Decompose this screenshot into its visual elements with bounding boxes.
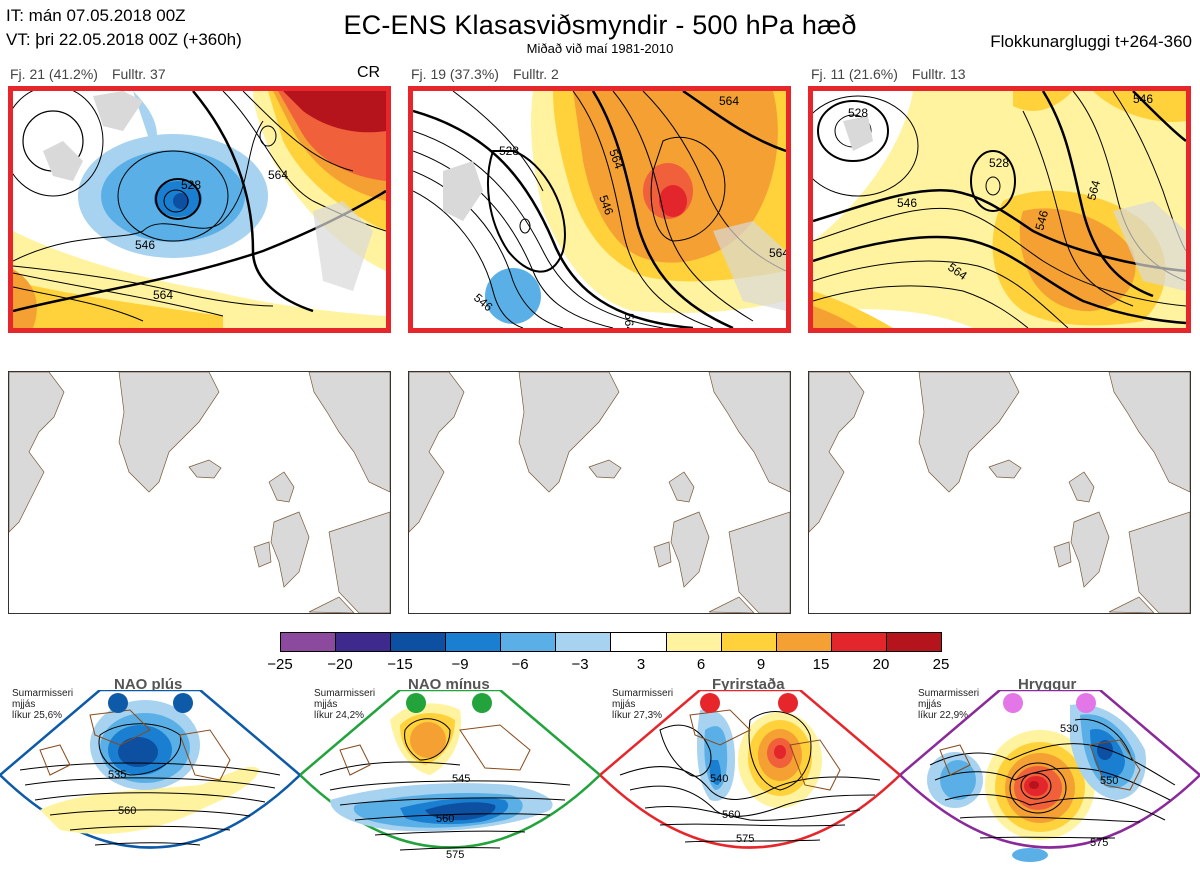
cluster-2-contour-label: 564 [719, 94, 739, 108]
init-time-header: IT: mán 07.05.2018 00Z VT: þri 22.05.201… [6, 4, 242, 52]
nao-plus-regime-map: 535 560 [0, 690, 300, 849]
cluster-1-representative: Fulltr. 37 [111, 66, 166, 82]
colorbar-tick: 25 [932, 656, 950, 673]
regime-3-contour-label: 540 [710, 773, 728, 785]
regime-3-contour-label: 560 [722, 809, 740, 821]
cluster-1-regime-code: CR [357, 64, 381, 81]
colorbar-tick: 6 [696, 656, 706, 673]
colorbar-swatch [611, 633, 667, 651]
cluster-2-anomaly-map: 528 546 546 564 564 564 564 [408, 86, 791, 333]
colorbar-tick: −9 [451, 656, 469, 673]
cluster-2-fraction: Fj. 19 (37.3%) [411, 66, 499, 82]
regime-3-note: Sumarmisseri mjjás líkur 27,3% [612, 688, 674, 721]
colorbar-swatch [666, 633, 722, 651]
regime-4-contour-label: 530 [1060, 723, 1078, 735]
cluster-2-contour-label: 564 [769, 246, 786, 260]
regime-1-contour-label: 535 [108, 769, 126, 781]
cluster-1-label: Fj. 21 (41.2%) Fulltr. 37 [10, 66, 166, 82]
colorbar-swatch [391, 633, 447, 651]
colorbar-swatch [281, 633, 337, 651]
cluster-1-contour-label: 564 [268, 168, 288, 182]
regime-3-contour-label: 575 [736, 833, 754, 845]
cluster-2-base-map [408, 371, 791, 614]
regime-1-title: NAO plús [114, 676, 183, 693]
colorbar-swatch [831, 633, 887, 651]
cluster-3-contour-label: 546 [897, 196, 917, 210]
colorbar-tick: 20 [872, 656, 890, 673]
regime-4-note: Sumarmisseri mjjás líkur 22,9% [918, 688, 980, 721]
cluster-3-representative: Fulltr. 13 [911, 66, 966, 82]
regime-2-marker-icon [472, 693, 492, 713]
regime-2-note: Sumarmisseri mjjás líkur 24,2% [314, 688, 376, 721]
colorbar-swatch [556, 633, 612, 651]
regime-4-contour-label: 575 [1090, 837, 1108, 849]
colorbar-swatch [336, 633, 392, 651]
cluster-1-base-map [8, 371, 391, 614]
cluster-1-contour-label: 564 [153, 288, 173, 302]
colorbar-tick: 15 [812, 656, 830, 673]
blocking-regime-map: 540 560 575 [600, 690, 900, 849]
regime-3-marker-icon [700, 693, 720, 713]
clustering-window-label: Flokkunargluggi t+264-360 [990, 32, 1192, 51]
page-subtitle: Miðað við maí 1981-2010 [526, 41, 674, 56]
cluster-1-contour-label: 546 [135, 238, 155, 252]
regime-2-title: NAO mínus [408, 676, 490, 693]
cluster-2-contour-label: 546 [596, 193, 616, 217]
cluster-2-contour-label: 528 [499, 144, 519, 158]
colorbar-swatch [446, 633, 502, 651]
regime-4-title: Hryggur [1018, 676, 1077, 693]
ridge-regime-map: 530 550 575 [900, 690, 1200, 862]
regime-2-contour-label: 545 [452, 773, 470, 785]
regime-1-marker-icon [108, 693, 128, 713]
colorbar-tick: −15 [387, 656, 413, 673]
colorbar-tick: 3 [636, 656, 646, 673]
cluster-1-contour-label: 528 [181, 178, 201, 192]
regime-4-marker-icon [1076, 693, 1096, 713]
colorbar-tick: −6 [511, 656, 529, 673]
regime-2-marker-icon [406, 693, 426, 713]
regime-2-contour-label: 575 [446, 849, 464, 861]
regime-1-contour-label: 560 [118, 805, 136, 817]
cluster-2-contour-label: 564 [622, 313, 636, 328]
cluster-3-contour-label: 546 [1032, 208, 1051, 231]
cluster-3-contour-label: 528 [848, 106, 868, 120]
regime-4-marker-icon [1003, 693, 1023, 713]
colorbar-swatch [886, 633, 941, 651]
colorbar-tick: −25 [267, 656, 293, 673]
regime-2-contour-label: 560 [436, 813, 454, 825]
cluster-3-anomaly-map: 528 528 546 546 564 564 546 [808, 86, 1191, 333]
cluster-1-anomaly-map: 528 546 564 564 [8, 86, 391, 333]
regime-3-title: Fyrirstaða [712, 676, 785, 693]
cluster-2-representative: Fulltr. 2 [512, 66, 559, 82]
cluster-3-fraction: Fj. 11 (21.6%) [811, 66, 898, 82]
regime-1-marker-icon [173, 693, 193, 713]
valid-time-line: VT: þri 22.05.2018 00Z (+360h) [6, 30, 242, 49]
colorbar-tick: −3 [571, 656, 589, 673]
nao-minus-regime-map: 545 560 575 [300, 690, 600, 861]
init-time-line: IT: mán 07.05.2018 00Z [6, 6, 186, 25]
cluster-3-label: Fj. 11 (21.6%) Fulltr. 13 [811, 66, 966, 82]
colorbar-tick: −20 [327, 656, 353, 673]
cluster-2-contour-label: 564 [606, 147, 626, 171]
cluster-2-label: Fj. 19 (37.3%) Fulltr. 2 [411, 66, 559, 82]
colorbar-tick: 9 [756, 656, 766, 673]
cluster-3-contour-label: 528 [989, 156, 1009, 170]
cluster-3-contour-label: 546 [1133, 92, 1153, 106]
cluster-1-fraction: Fj. 21 (41.2%) [10, 66, 98, 82]
anomaly-colorbar [280, 632, 942, 652]
regime-3-marker-icon [778, 693, 798, 713]
colorbar-swatch [721, 633, 777, 651]
regime-1-note: Sumarmisseri mjjás líkur 25,6% [12, 688, 74, 721]
cluster-3-contour-label: 564 [1084, 178, 1103, 201]
page-title: EC-ENS Klasasviðsmyndir - 500 hPa hæð [343, 10, 857, 40]
regime-4-contour-label: 550 [1100, 775, 1118, 787]
colorbar-swatch [776, 633, 832, 651]
cluster-3-base-map [808, 371, 1191, 614]
colorbar-swatch [501, 633, 557, 651]
